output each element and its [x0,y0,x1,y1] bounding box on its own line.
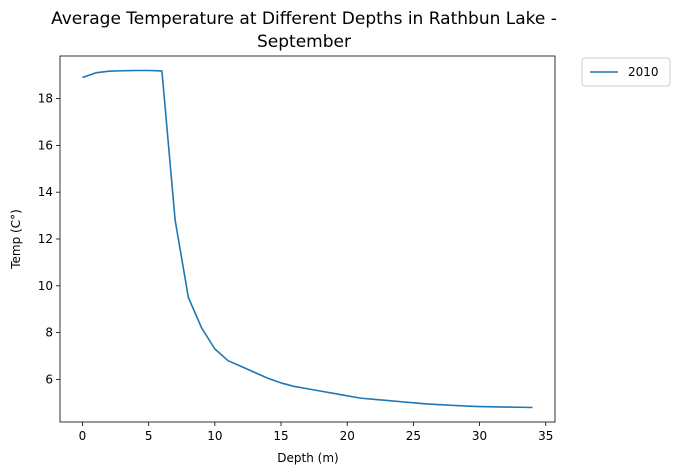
plot-area [59,55,556,423]
x-tick-label: 10 [207,429,222,443]
y-tick-label: 10 [38,279,53,293]
x-tick-label: 20 [340,429,355,443]
series-line-2010 [82,69,533,409]
x-tick-label: 35 [538,429,553,443]
y-tick-label: 12 [38,232,53,246]
legend-label-2010: 2010 [628,65,659,79]
legend: 2010 [581,57,671,87]
x-axis-ticks: 0 5 10 15 20 25 30 35 [79,422,553,443]
x-tick-label: 0 [79,429,87,443]
y-tick-label: 8 [45,326,53,340]
y-tick-label: 6 [45,372,53,386]
x-tick-label: 25 [406,429,421,443]
x-axis-label: Depth (m) [277,451,338,465]
chart-title-line1: Average Temperature at Different Depths … [51,9,557,29]
y-axis-ticks: 6 8 10 12 14 16 18 [38,92,60,386]
chart-title-line2: September [257,32,351,52]
y-tick-label: 18 [38,92,53,106]
x-tick-label: 15 [273,429,288,443]
series-lines [82,69,533,409]
legend-box [581,57,671,87]
x-tick-label: 30 [472,429,487,443]
x-tick-label: 5 [145,429,153,443]
y-tick-label: 14 [38,185,53,199]
y-tick-label: 16 [38,138,53,152]
y-axis-label: Temp (C°) [9,209,23,270]
